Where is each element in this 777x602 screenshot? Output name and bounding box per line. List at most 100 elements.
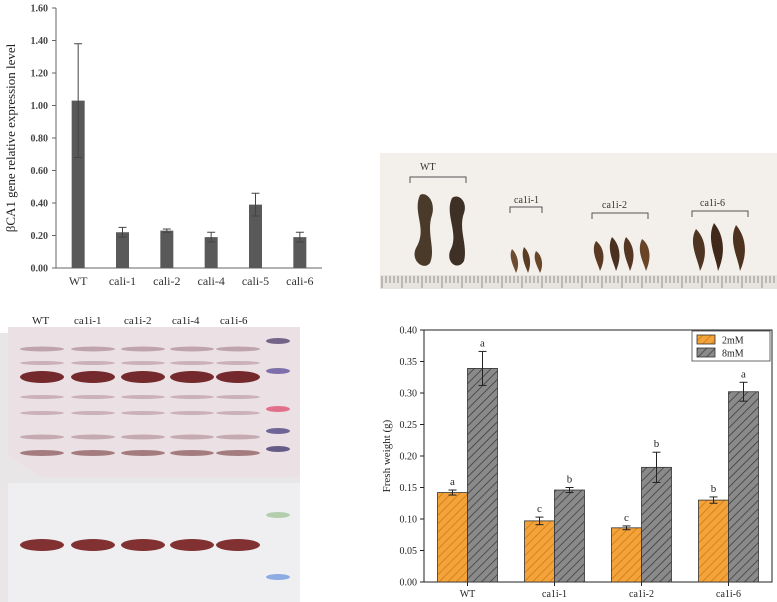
upper-membrane — [8, 327, 300, 477]
y-axis-label: Fresh weight (g) — [381, 419, 393, 492]
significance-letter: a — [450, 476, 455, 488]
significance-letter: b — [567, 474, 573, 486]
faint-band — [170, 395, 214, 399]
x-tick-label: cali-2 — [153, 274, 180, 288]
blot-lane-label-ca1i-2: ca1i-2 — [124, 315, 151, 327]
x-tick-label: WT — [460, 589, 476, 600]
photo-label-ca1i-1: ca1i-1 — [514, 195, 539, 206]
blot-lane-label-ca1i-4: ca1i-4 — [172, 315, 200, 327]
faint-band — [170, 434, 214, 440]
y-tick-label: 0.00 — [400, 578, 418, 589]
western-blot-panel: WT ca1i-1 ca1i-2 ca1i-4 ca1i-6 — [0, 305, 300, 602]
main-band — [170, 371, 214, 383]
main-band — [71, 371, 115, 383]
loading-band — [170, 539, 214, 551]
y-tick-label: 0.25 — [400, 420, 418, 431]
fresh-weight-bar-chart: 0.00 0.05 0.10 0.15 0.20 0.25 0.30 0.35 0.40 Fres… — [381, 326, 773, 600]
ladder-band — [266, 512, 290, 518]
ladder-band — [266, 446, 290, 452]
loading-band — [216, 539, 260, 551]
faint-band — [71, 395, 115, 399]
faint-band — [216, 434, 260, 440]
bar-2mM-ca1i-2 — [611, 527, 642, 583]
ladder-band — [266, 368, 290, 374]
significance-letter: c — [537, 503, 542, 515]
significance-letter: a — [480, 337, 485, 349]
faint-band — [216, 411, 260, 415]
expression-bar-chart: 0.00 0.20 0.40 0.60 0.80 1.00 1.20 1.40 1.60 βCA1… — [3, 4, 322, 288]
ruler — [380, 275, 777, 289]
legend-label-8mM: 8mM — [722, 349, 744, 360]
significance-letter: b — [654, 438, 660, 450]
y-tick-label: 0.15 — [400, 483, 418, 494]
faint-band — [170, 361, 214, 365]
y-tick-label: 0.20 — [31, 231, 49, 242]
ladder-band — [266, 428, 290, 434]
photo-label-ca1i-2: ca1i-2 — [602, 200, 627, 211]
x-tick-label: cali-1 — [109, 274, 136, 288]
ruler-ticks — [381, 276, 775, 288]
ladder-band — [266, 406, 290, 412]
x-tick-label: ca1i-2 — [629, 589, 654, 600]
faint-band — [71, 450, 115, 456]
y-tick-label: 0.80 — [31, 134, 49, 145]
faint-band — [170, 411, 214, 415]
bar-8mM-ca1i-2 — [641, 466, 672, 583]
legend-swatch-8mM — [696, 347, 716, 358]
x-tick-label: WT — [69, 274, 88, 288]
plant-specimens — [414, 194, 745, 273]
blot-lane-label-wt: WT — [32, 315, 49, 327]
y-tick-label: 1.60 — [31, 4, 49, 15]
faint-band — [121, 434, 165, 440]
significance-letter: a — [741, 368, 746, 380]
faint-band — [216, 395, 260, 399]
ladder-band — [266, 574, 290, 580]
photo-label-ca1i-6: ca1i-6 — [700, 198, 725, 209]
faint-band — [121, 450, 165, 456]
bar-2mM-ca1i-1 — [524, 520, 555, 583]
y-tick-label: 0.40 — [400, 326, 418, 337]
x-tick-label: cali-4 — [198, 274, 225, 288]
group-brackets — [409, 176, 749, 219]
ladder-band — [266, 338, 290, 344]
bar-8mM-ca1i-6 — [728, 391, 759, 583]
main-band — [20, 371, 64, 383]
bar-8mM-ca1i-1 — [554, 489, 585, 583]
faint-band — [121, 395, 165, 399]
bar-2mM-ca1i-6 — [698, 499, 729, 583]
faint-band — [71, 361, 115, 365]
y-tick-label: 0.10 — [400, 515, 418, 526]
bar-cali-6 — [293, 237, 307, 268]
bar-8mM-WT — [467, 368, 498, 583]
faint-band — [71, 346, 115, 352]
faint-band — [170, 450, 214, 456]
x-tick-label: ca1i-1 — [542, 589, 567, 600]
plant-photo: WT ca1i-1 ca1i-2 ca1i-6 — [380, 153, 777, 289]
bar-cali-2 — [160, 230, 174, 268]
blot-lane-label-ca1i-6: ca1i-6 — [220, 315, 248, 327]
y-tick-label: 0.40 — [31, 199, 49, 210]
significance-letter: c — [624, 512, 629, 524]
legend-label-2mM: 2mM — [722, 336, 744, 347]
y-tick-label: 0.05 — [400, 546, 418, 557]
bar-cali-5 — [249, 204, 262, 268]
legend-swatch-2mM — [696, 334, 716, 345]
faint-band — [20, 450, 64, 456]
loading-band — [71, 539, 115, 551]
y-tick-label: 0.00 — [31, 264, 49, 275]
x-tick-label: cali-6 — [286, 274, 313, 288]
bar-cali-4 — [204, 237, 218, 268]
y-tick-label: 0.60 — [31, 166, 49, 177]
y-tick-label: 1.00 — [31, 101, 49, 112]
faint-band — [20, 411, 64, 415]
plant-photo-panel: WT ca1i-1 ca1i-2 ca1i-6 — [380, 153, 777, 289]
faint-band — [20, 395, 64, 399]
y-tick-label: 1.40 — [31, 36, 49, 47]
faint-band — [121, 346, 165, 352]
y-tick-label: 1.20 — [31, 69, 49, 80]
photo-label-wt: WT — [420, 162, 436, 173]
x-tick-label: ca1i-6 — [716, 589, 741, 600]
faint-band — [20, 346, 64, 352]
significance-letter: b — [711, 483, 717, 495]
bar-WT — [71, 100, 85, 268]
